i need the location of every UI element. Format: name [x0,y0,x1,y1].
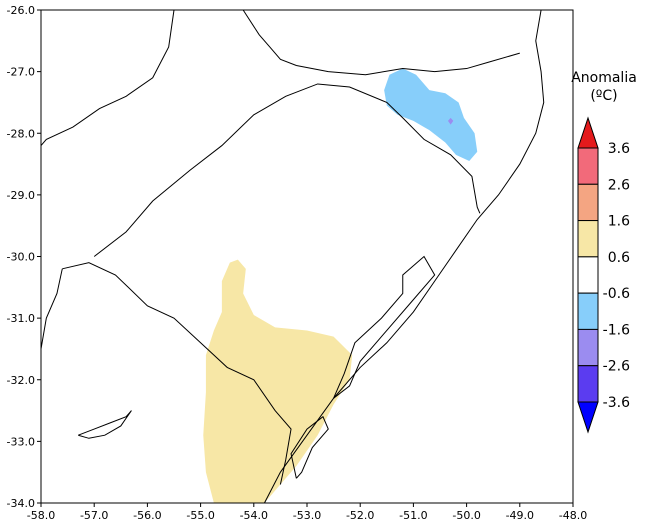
state-border-north [242,9,520,76]
rio-de-la-plata-island [78,410,132,439]
uruguay-west [40,268,63,350]
x-tick-label: -56.0 [133,509,161,522]
colorbar-label: 1.6 [608,214,630,230]
colorbar: 3.6 2.6 1.6 0.6 -0.6 -1.6 -2.6 -3.6 [577,116,630,434]
colorbar-legend: Anomalia (ºC) 3.6 2.6 1.6 0.6 -0.6 -1.6 -2.6 -3… [571,70,637,434]
colorbar-label: -0.6 [603,286,630,302]
anomaly-regions [203,68,478,503]
positive-anomaly-south [203,259,353,503]
y-tick-label: -28.0 [7,127,35,140]
colorbar-label: 0.6 [608,250,630,266]
y-tick-label: -26.0 [7,4,35,17]
colorbar-label: 2.6 [608,177,630,193]
colorbar-label: -2.6 [603,359,630,375]
x-tick-label: -49.0 [506,509,534,522]
y-tick-label: -29.0 [7,189,35,202]
colorbar-swatch [577,183,599,222]
axis-ticks: -58.0 -57.0 -56.0 -55.0 -54.0 -53.0 -52.0 -51.0… [7,4,588,522]
uruguay-border [62,262,292,485]
legend-unit: (ºC) [590,88,617,104]
colorbar-swatch [577,365,599,403]
x-tick-label: -50.0 [452,509,480,522]
y-tick-label: -34.0 [7,497,35,510]
mirim-lagoon [290,415,329,479]
rs-north-border [93,83,481,257]
lagoon [333,255,436,399]
y-tick-label: -27.0 [7,66,35,79]
argentina-border [40,9,175,146]
colorbar-label: 3.6 [608,141,630,157]
x-tick-label: -48.0 [559,509,587,522]
x-tick-label: -57.0 [80,509,108,522]
colorbar-swatch [577,220,599,258]
colorbar-min-triangle [577,401,599,434]
negative-anomaly-core [447,117,454,125]
map-boundaries [40,9,545,504]
y-tick-label: -32.0 [7,374,35,387]
coast [263,9,545,504]
negative-anomaly-north [384,68,478,161]
x-tick-label: -52.0 [346,509,374,522]
x-tick-label: -58.0 [27,509,55,522]
y-tick-label: -33.0 [7,435,35,448]
colorbar-label: -3.6 [603,395,630,411]
y-tick-label: -31.0 [7,312,35,325]
y-tick-label: -30.0 [7,251,35,264]
colorbar-swatch [577,292,599,330]
x-tick-label: -54.0 [240,509,268,522]
colorbar-swatch [577,147,599,185]
colorbar-swatch [577,328,599,367]
x-tick-label: -55.0 [186,509,214,522]
x-tick-label: -51.0 [399,509,427,522]
x-tick-label: -53.0 [293,509,321,522]
legend-title: Anomalia [571,70,637,86]
colorbar-swatch [577,256,599,294]
colorbar-label: -1.6 [603,322,630,338]
